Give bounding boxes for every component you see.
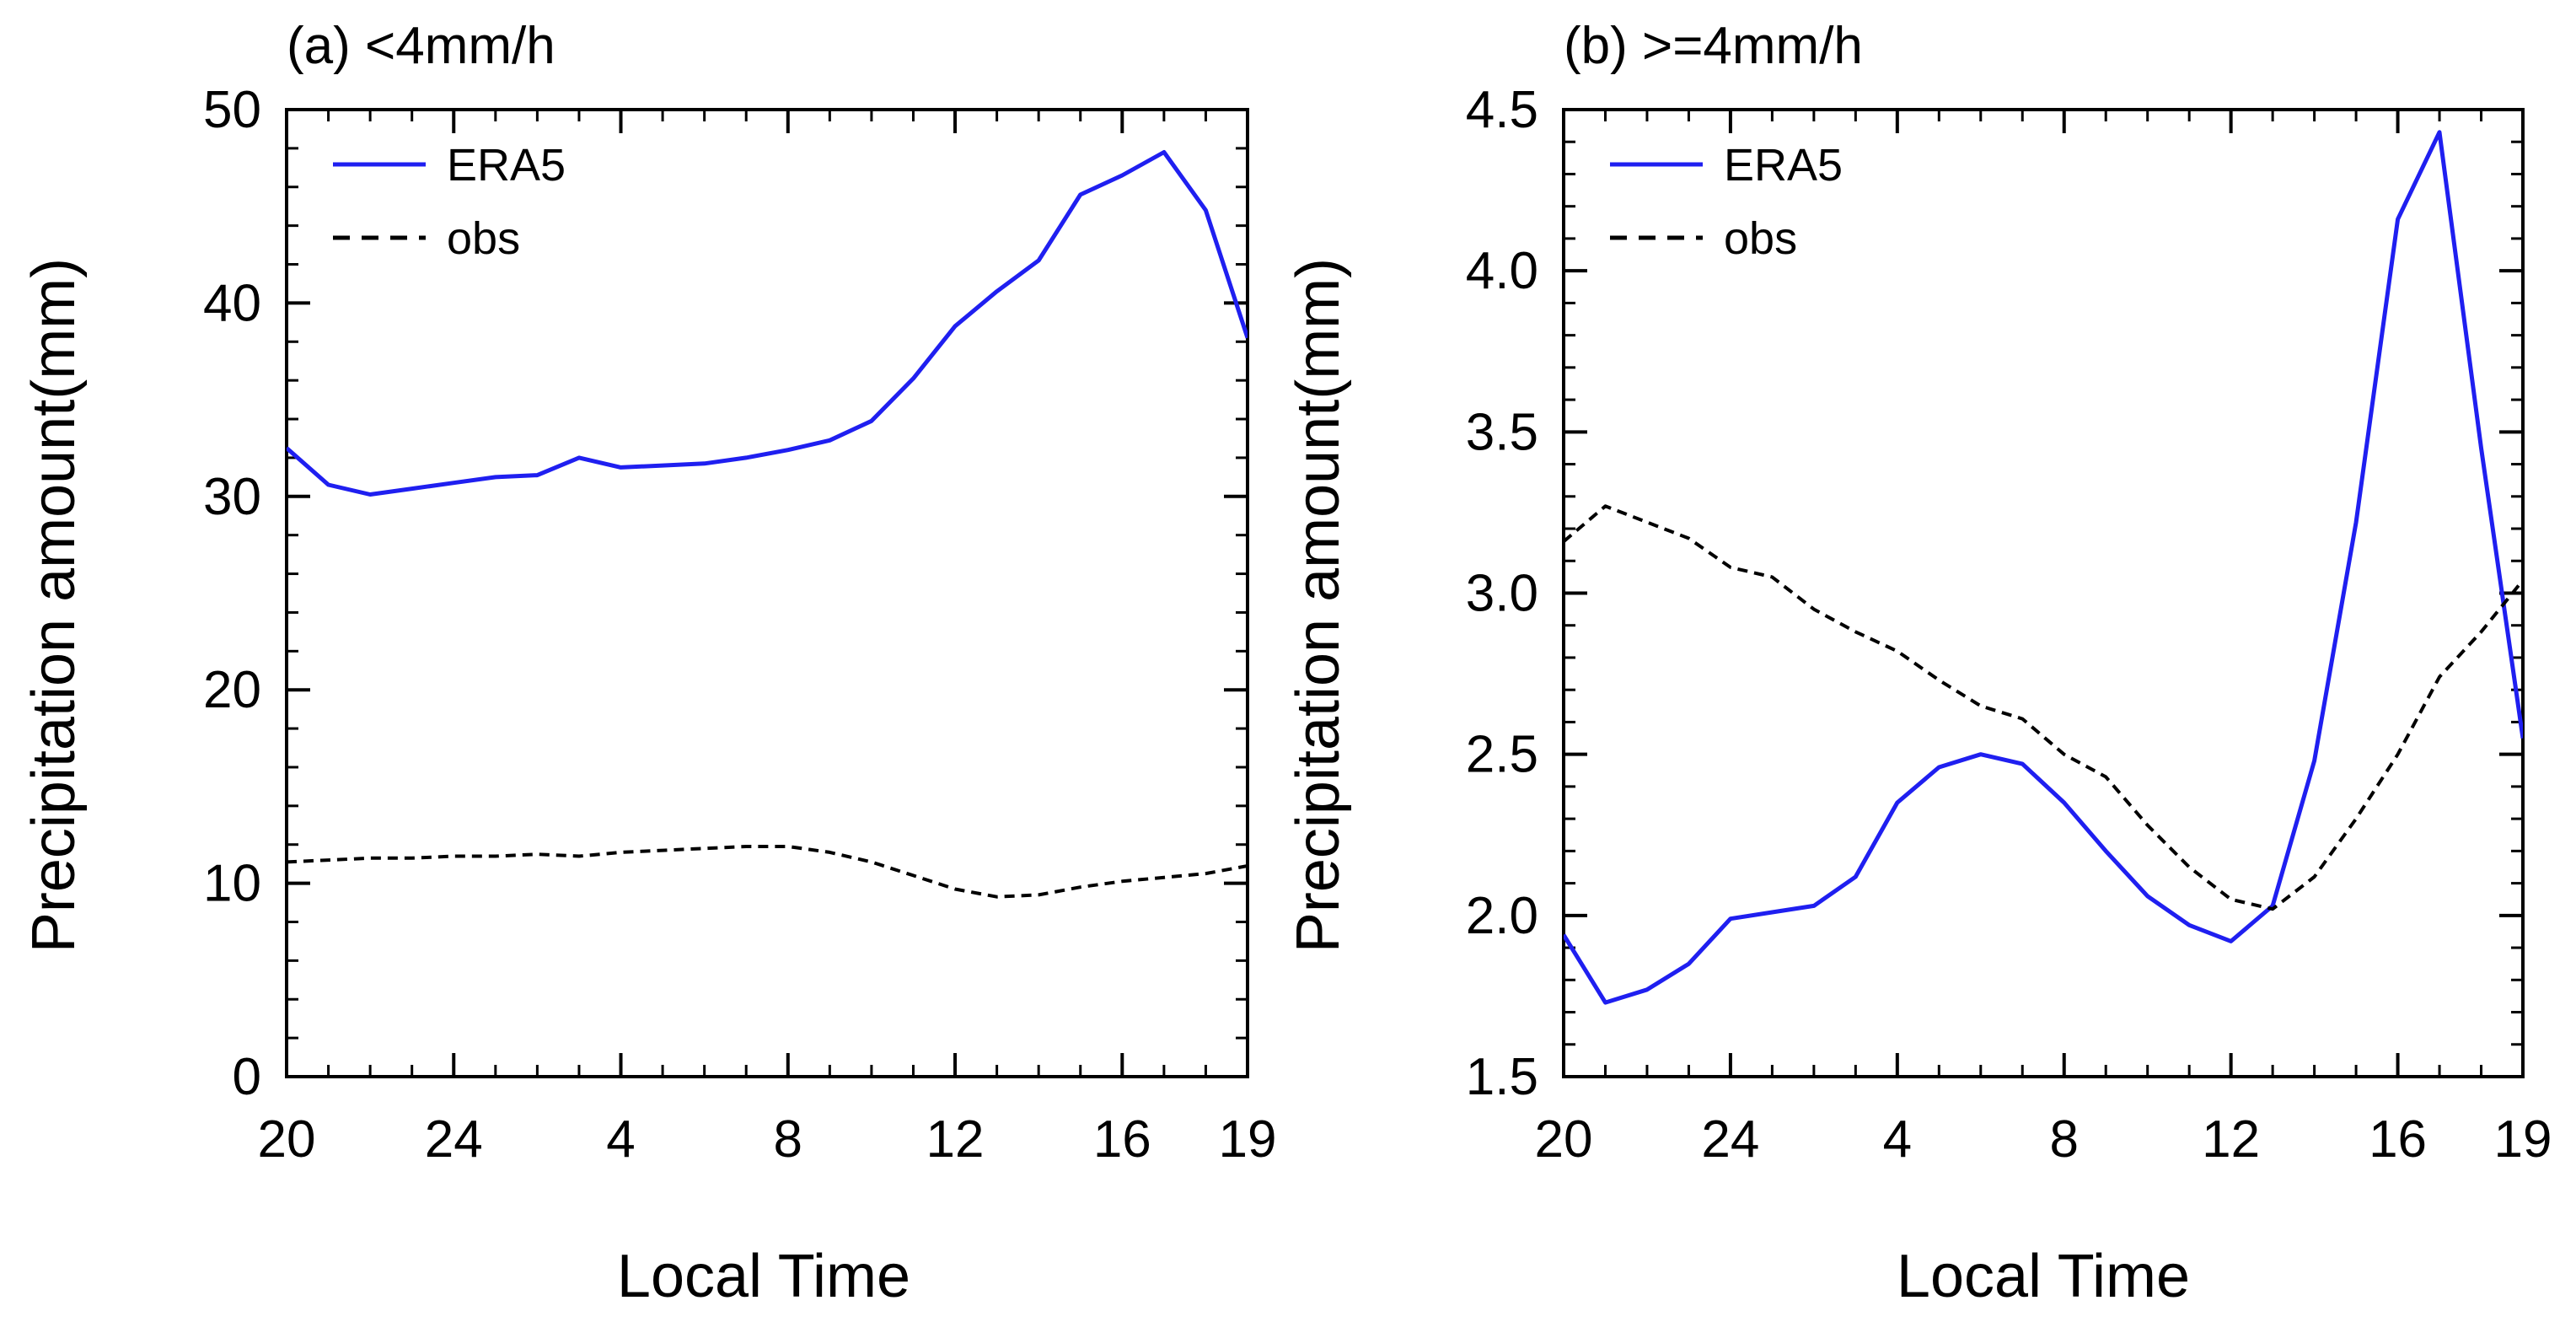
panel-b-y-axis-label: Precipitation amount(mm) [1285,258,1352,953]
y-tick-label: 50 [203,81,261,139]
y-tick-label: 0 [233,1048,261,1106]
panel-b-series-obs [1564,504,2523,911]
panel-b-x-axis-label: Local Time [1897,1243,2190,1310]
y-tick-label: 4.0 [1466,242,1538,300]
panel-a-x-minor-ticks [285,110,1249,1077]
x-tick-label: 16 [2369,1110,2427,1169]
y-tick-label: 20 [203,661,261,719]
y-tick-label: 4.5 [1466,81,1538,139]
panel-b-legend: ERA5 obs [1610,140,1843,264]
panel-b-x-minor-ticks [1562,110,2525,1077]
panel-a-legend: ERA5 obs [333,140,566,264]
y-tick-label: 3.5 [1466,403,1538,461]
legend-label-era5: ERA5 [447,140,566,191]
x-tick-label: 20 [1535,1110,1593,1169]
y-tick-label: 10 [203,855,261,913]
panel-a-series-obs [287,845,1248,899]
x-tick-label: 19 [2494,1110,2552,1169]
y-tick-label: 40 [203,274,261,332]
x-tick-label: 12 [2202,1110,2260,1169]
legend-label-obs: obs [447,213,520,264]
legend-label-obs: obs [1724,213,1797,264]
x-tick-label: 19 [1219,1110,1277,1169]
panel-b-series-era5 [1564,130,2523,1005]
panel-a: (a) <4mm/h Precipitation amount(mm) Loca… [20,17,1276,1310]
y-tick-label: 1.5 [1466,1048,1538,1106]
x-tick-label: 16 [1093,1110,1151,1169]
x-tick-label: 12 [926,1110,985,1169]
x-tick-label: 8 [774,1110,802,1169]
y-tick-label: 30 [203,468,261,526]
y-tick-label: 2.5 [1466,726,1538,784]
x-tick-label: 8 [2049,1110,2078,1169]
panel-a-y-minor-ticks [287,108,1248,1078]
x-tick-label: 4 [606,1110,635,1169]
y-tick-label: 2.0 [1466,887,1538,945]
x-tick-label: 20 [258,1110,316,1169]
panel-b-plot-frame [1562,108,2525,1078]
legend-label-era5: ERA5 [1724,140,1843,191]
panel-a-y-axis-label: Precipitation amount(mm) [20,258,88,953]
x-tick-label: 24 [425,1110,483,1169]
panel-b-y-minor-ticks [1564,108,2523,1078]
panel-a-x-axis-label: Local Time [617,1243,910,1310]
panel-b-title: (b) >=4mm/h [1564,17,1863,75]
panel-a-title: (a) <4mm/h [287,17,555,75]
panel-a-plot-frame [285,108,1249,1078]
panel-b: (b) >=4mm/h Precipitation amount(mm) Loc… [1285,17,2552,1310]
x-tick-label: 4 [1883,1110,1912,1169]
x-tick-label: 24 [1701,1110,1759,1169]
panel-a-series-era5 [287,150,1248,497]
y-tick-label: 3.0 [1466,565,1538,623]
